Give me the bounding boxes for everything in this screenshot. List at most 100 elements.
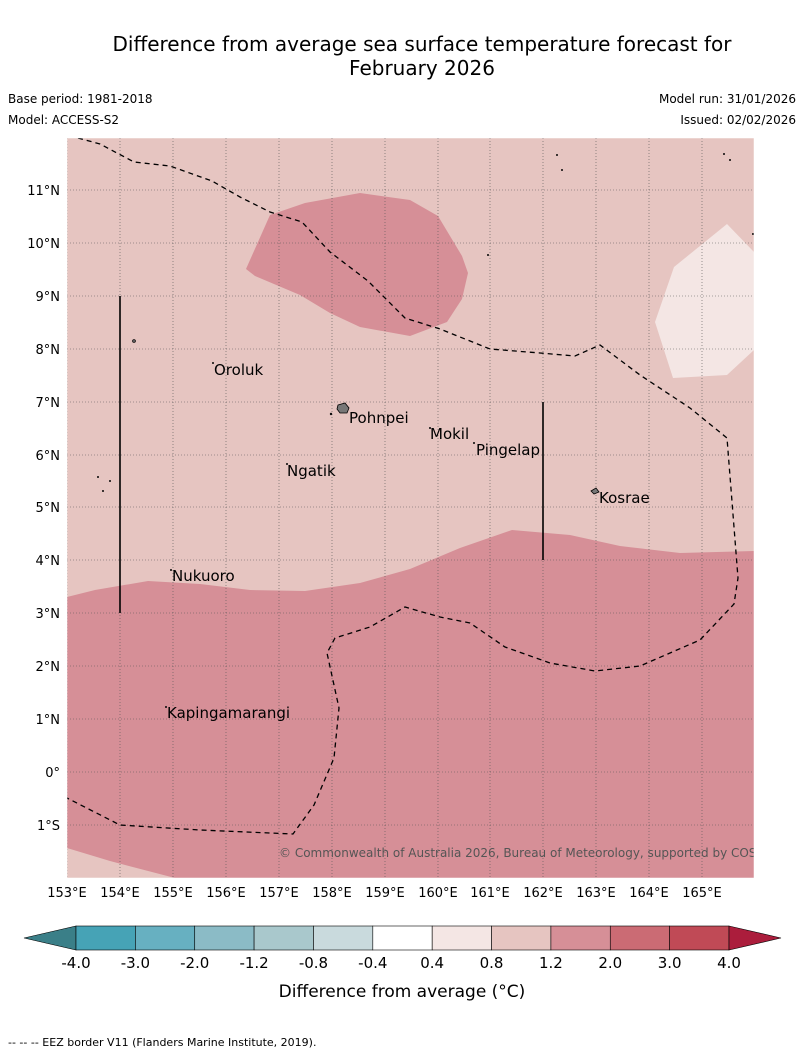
- lon-tick-label: 162°E: [523, 886, 563, 901]
- island-speck: [329, 412, 333, 416]
- colorbar-label: 0.4: [420, 954, 444, 972]
- island-speck: [729, 158, 732, 161]
- anomaly-region-east: [655, 224, 754, 378]
- colorbar-cell: [431, 925, 492, 951]
- lat-tick-label: 3°N: [36, 607, 61, 622]
- map-area: Oroluk Pohnpei Mokil Pingelap Ngatik Kos…: [67, 138, 784, 878]
- colorbar-over-arrow: [728, 925, 782, 951]
- place-label-ngatik: Ngatik: [287, 462, 336, 480]
- anomaly-region-south: [67, 530, 754, 878]
- lon-tick-label: 164°E: [629, 886, 669, 901]
- map-figure: Oroluk Pohnpei Mokil Pingelap Ngatik Kos…: [23, 137, 784, 1002]
- colorbar-label: 2.0: [598, 954, 622, 972]
- lat-tick-label: 10°N: [27, 237, 60, 252]
- colorbar: -4.0 -3.0 -2.0 -1.2 -0.8 -0.4 0.4 0.8 1.2 2.0 3.0 4…: [23, 925, 782, 1002]
- island-speck: [132, 339, 136, 343]
- lat-tick-label: 8°N: [36, 343, 61, 358]
- eez-border-north: [67, 138, 739, 835]
- island-speck: [428, 426, 431, 429]
- place-labels: Oroluk Pohnpei Mokil Pingelap Ngatik Kos…: [167, 361, 650, 722]
- colorbar-title: Difference from average (°C): [279, 982, 526, 1002]
- islands: [97, 152, 754, 709]
- latitude-labels: 11°N 10°N 9°N 8°N 7°N 6°N 5°N 4°N 3°N 2°…: [27, 184, 60, 834]
- place-label-nukuoro: Nukuoro: [172, 567, 235, 585]
- latitude-gridlines: [67, 189, 754, 826]
- map-title: Difference from average sea surface temp…: [60, 32, 784, 80]
- place-label-pingelap: Pingelap: [476, 441, 540, 459]
- map-title-line2: February 2026: [349, 56, 495, 80]
- lat-tick-label: 1°N: [36, 713, 61, 728]
- colorbar-cell: [609, 925, 670, 951]
- map-frame: [66, 137, 755, 879]
- island-speck: [556, 153, 559, 156]
- island-speck: [285, 462, 288, 465]
- colorbar-cells: [75, 925, 730, 951]
- island-speck: [169, 569, 172, 572]
- colorbar-cell: [372, 925, 433, 951]
- pohnpei-island: [336, 402, 350, 414]
- colorbar-under-arrow: [23, 925, 77, 951]
- lon-tick-label: 154°E: [100, 886, 140, 901]
- place-label-pohnpei: Pohnpei: [349, 409, 409, 427]
- colorbar-cell: [135, 925, 196, 951]
- lon-tick-label: 160°E: [418, 886, 458, 901]
- colorbar-cell: [669, 925, 730, 951]
- colorbar-labels: -4.0 -3.0 -2.0 -1.2 -0.8 -0.4 0.4 0.8 1.2 2.0 3.0 4…: [61, 954, 741, 972]
- lat-tick-label: 7°N: [36, 396, 61, 411]
- island-speck: [164, 706, 167, 709]
- island-speck: [723, 152, 726, 155]
- island-speck: [211, 361, 214, 364]
- place-label-kosrae: Kosrae: [599, 489, 650, 507]
- island-speck: [561, 168, 564, 171]
- copyright-notice: © Commonwealth of Australia 2026, Bureau…: [279, 846, 784, 860]
- lon-tick-label: 157°E: [259, 886, 299, 901]
- colorbar-cell: [253, 925, 314, 951]
- lon-tick-label: 158°E: [312, 886, 352, 901]
- lat-tick-label: 4°N: [36, 554, 61, 569]
- lon-tick-label: 163°E: [576, 886, 616, 901]
- base-period: Base period: 1981-2018: [8, 92, 153, 106]
- eez-borders: [67, 138, 739, 835]
- colorbar-label: 1.2: [539, 954, 563, 972]
- lon-tick-label: 156°E: [206, 886, 246, 901]
- colorbar-cell: [194, 925, 255, 951]
- eez-legend-note: -- -- -- EEZ border V11 (Flanders Marine…: [8, 1036, 317, 1049]
- model-run: Model run: 31/01/2026: [658, 92, 796, 106]
- colorbar-label: 4.0: [717, 954, 741, 972]
- kosrae-island: [590, 487, 600, 495]
- lat-tick-label: 1°S: [37, 819, 60, 834]
- colorbar-label: 3.0: [658, 954, 682, 972]
- anomaly-region-north: [246, 193, 468, 336]
- longitude-gridlines: [67, 138, 703, 878]
- issued-date: Issued: 02/02/2026: [680, 113, 796, 127]
- colorbar-label: 0.8: [480, 954, 504, 972]
- longitude-labels: 153°E 154°E 155°E 156°E 157°E 158°E 159°…: [47, 886, 722, 901]
- lat-tick-label: 2°N: [36, 660, 61, 675]
- colorbar-label: -2.0: [180, 954, 209, 972]
- island-speck: [472, 441, 475, 444]
- lat-tick-label: 0°: [45, 766, 60, 781]
- place-label-mokil: Mokil: [430, 425, 469, 443]
- lon-tick-label: 153°E: [47, 886, 87, 901]
- lon-tick-label: 159°E: [365, 886, 405, 901]
- island-speck: [109, 479, 112, 482]
- model-name: Model: ACCESS-S2: [8, 113, 120, 127]
- colorbar-label: -0.4: [358, 954, 387, 972]
- colorbar-cell: [550, 925, 611, 951]
- anomaly-strip-southwest: [67, 848, 175, 878]
- island-speck: [102, 489, 105, 492]
- colorbar-label: -1.2: [239, 954, 268, 972]
- map-title-line1: Difference from average sea surface temp…: [112, 32, 732, 56]
- place-label-kapingamarangi: Kapingamarangi: [167, 704, 290, 722]
- lon-tick-label: 165°E: [682, 886, 722, 901]
- lat-tick-label: 11°N: [27, 184, 60, 199]
- lon-tick-label: 161°E: [470, 886, 510, 901]
- lat-tick-label: 6°N: [36, 449, 61, 464]
- colorbar-label: -3.0: [121, 954, 150, 972]
- place-label-oroluk: Oroluk: [214, 361, 263, 379]
- island-speck: [97, 475, 100, 478]
- colorbar-cell: [491, 925, 552, 951]
- island-speck: [486, 253, 489, 256]
- lat-tick-label: 9°N: [36, 290, 61, 305]
- lon-tick-label: 155°E: [153, 886, 193, 901]
